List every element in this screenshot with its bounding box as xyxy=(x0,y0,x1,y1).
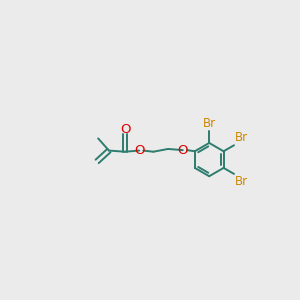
Text: Br: Br xyxy=(235,175,248,188)
Text: Br: Br xyxy=(235,131,248,144)
Text: O: O xyxy=(178,144,188,157)
Text: O: O xyxy=(134,144,144,157)
Text: Br: Br xyxy=(202,117,216,130)
Text: O: O xyxy=(120,123,130,136)
